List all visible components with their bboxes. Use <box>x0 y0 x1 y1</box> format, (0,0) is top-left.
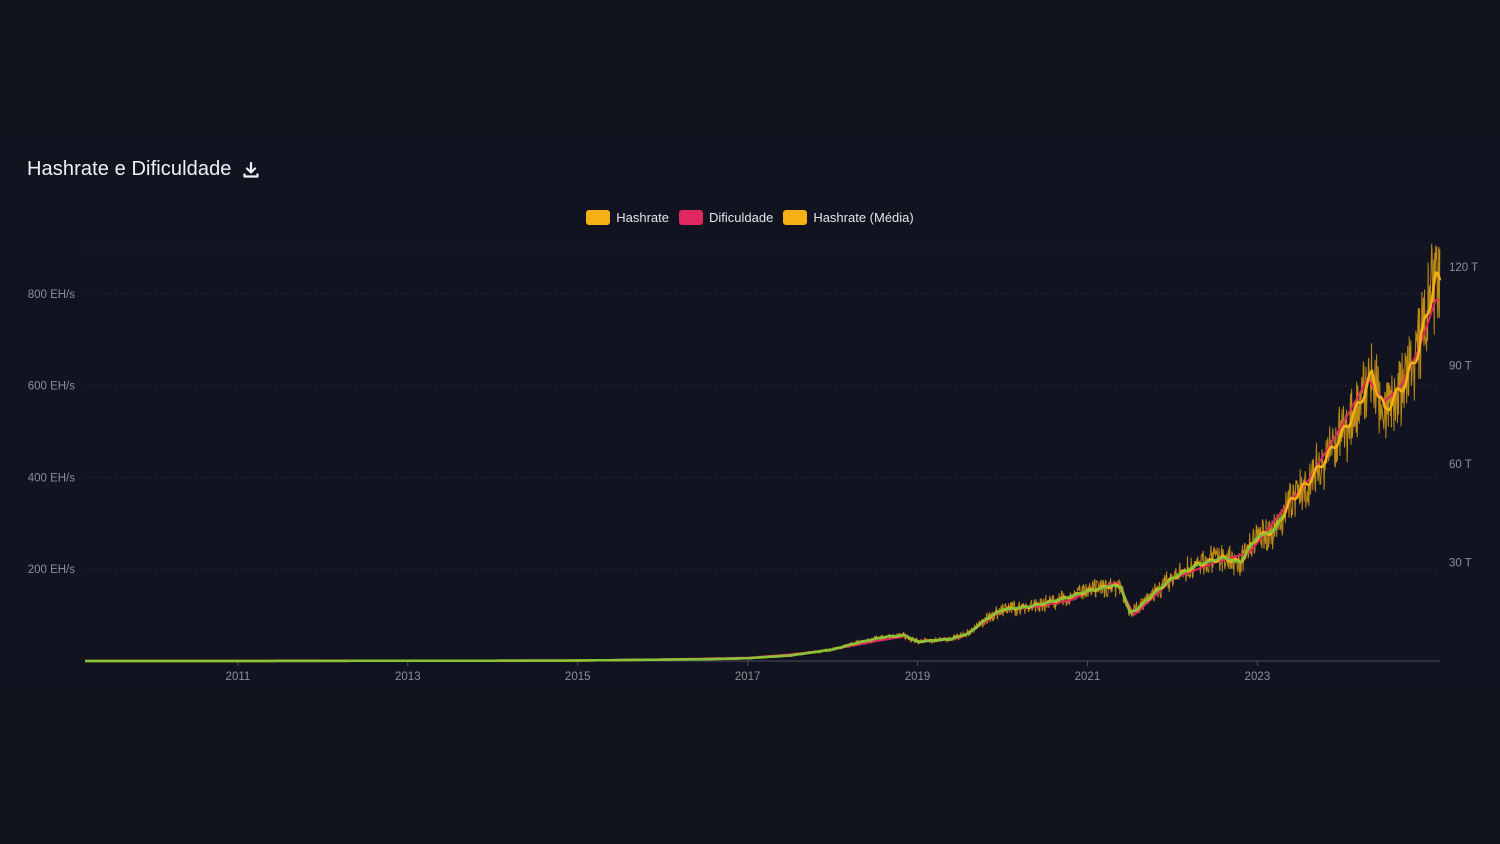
legend-label-hashrate: Hashrate <box>616 210 669 225</box>
x-tick-label: 2019 <box>905 671 931 683</box>
legend-swatch-hashrate-media <box>783 210 808 225</box>
legend-label-dificuldade: Dificuldade <box>708 210 774 225</box>
legend-label-hashrate-media: Hashrate (Média) <box>813 210 914 225</box>
y-left-tick-label: 800 EH/s <box>28 289 76 301</box>
grid-lines <box>85 247 1440 662</box>
y-right-tick-label: 90 T <box>1449 361 1472 373</box>
y-left-tick-label: 200 EH/s <box>28 564 76 576</box>
y-left-tick-label: 600 EH/s <box>28 381 76 393</box>
y-axis-left: 200 EH/s 400 EH/s 600 EH/s 800 EH/s <box>28 289 76 576</box>
legend-item-dificuldade[interactable]: Dificuldade <box>678 210 774 225</box>
x-tick-label: 2021 <box>1075 671 1101 683</box>
x-axis: 2011 2013 2015 2017 2019 2021 2023 <box>226 661 1271 683</box>
page-title: Hashrate e Dificuldade <box>27 158 232 180</box>
legend-swatch-dificuldade <box>678 210 703 225</box>
legend-swatch-hashrate <box>586 210 611 225</box>
series-line-dificuldade <box>85 298 1440 662</box>
series-line-overlap <box>85 514 1284 663</box>
y-right-tick-label: 30 T <box>1449 558 1472 570</box>
y-axis-right: 30 T 60 T 90 T 120 T <box>1449 262 1478 569</box>
x-tick-label: 2015 <box>565 671 591 683</box>
x-tick-label: 2017 <box>735 671 761 683</box>
series-line-hashrate-media <box>85 270 1442 663</box>
chart-panel <box>0 130 1500 690</box>
x-tick-label: 2011 <box>226 671 251 683</box>
legend: Hashrate Dificuldade Hashrate (Média) <box>0 210 1500 225</box>
series-line-hashrate <box>85 243 1441 662</box>
series-group <box>85 243 1442 663</box>
y-left-tick-label: 400 EH/s <box>28 472 76 484</box>
x-tick-label: 2023 <box>1245 671 1271 683</box>
chart-header: Hashrate e Dificuldade <box>27 158 260 181</box>
download-icon[interactable] <box>242 161 260 179</box>
x-tick-label: 2013 <box>395 671 421 683</box>
legend-item-hashrate-media[interactable]: Hashrate (Média) <box>783 210 914 225</box>
y-right-tick-label: 60 T <box>1449 459 1472 471</box>
legend-item-hashrate[interactable]: Hashrate <box>586 210 669 225</box>
y-right-tick-label: 120 T <box>1449 262 1478 274</box>
